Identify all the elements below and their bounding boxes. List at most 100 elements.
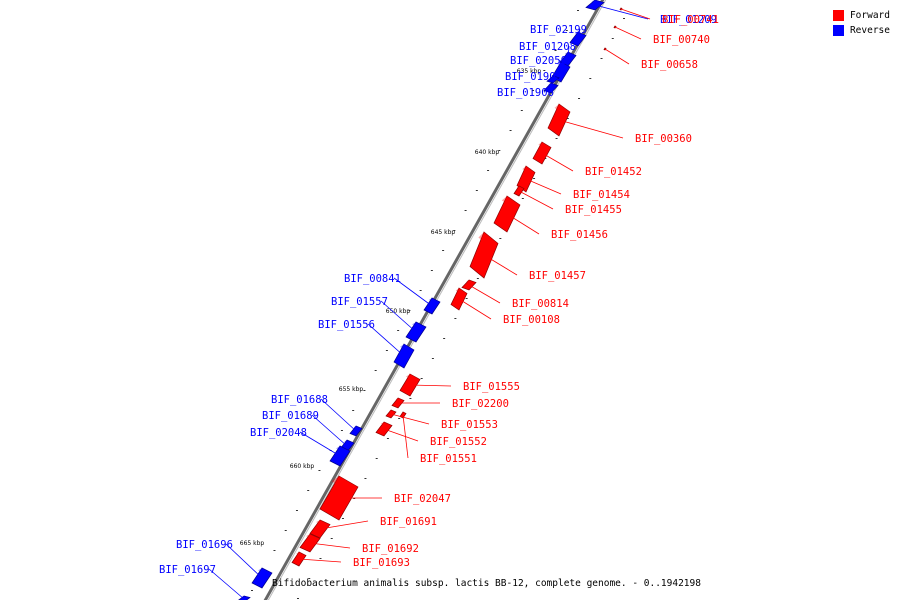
genome-title: Bifidobacterium animalis subsp. lactis B… (272, 578, 701, 589)
gene-label-bif-01452[interactable]: BIF_01452 (585, 166, 642, 178)
gene-connector (320, 398, 357, 432)
gene-connector (402, 414, 409, 459)
minor-tick (318, 470, 321, 471)
gene-connector (506, 213, 540, 235)
minor-tick (509, 130, 512, 131)
gene-label-bif-01693[interactable]: BIF_01693 (353, 557, 410, 569)
gene-label-bif-01454[interactable]: BIF_01454 (573, 189, 630, 201)
gene-label-bif-02050[interactable]: BIF_02050 (510, 55, 567, 67)
gene-label-bif-01688[interactable]: BIF_01688 (271, 394, 328, 406)
gene-connector (559, 59, 562, 73)
gene-connector (594, 4, 649, 20)
minor-tick (577, 10, 580, 11)
minor-tick (498, 150, 501, 151)
gene-connector (614, 26, 642, 40)
minor-tick (419, 290, 422, 291)
gene-highlight (522, 166, 535, 176)
gene-label-bif-01689[interactable]: BIF_01689 (262, 410, 319, 422)
minor-tick (284, 530, 287, 531)
gene-label-bif-01457[interactable]: BIF_01457 (529, 270, 586, 282)
minor-tick (308, 578, 311, 579)
gene-label-bif-00841[interactable]: BIF_00841 (344, 273, 401, 285)
gene-label-bif-00814[interactable]: BIF_00814 (512, 298, 569, 310)
minor-tick (465, 298, 468, 299)
gene-label-bif-01692[interactable]: BIF_01692 (362, 543, 419, 555)
minor-tick (554, 50, 557, 51)
gene-label-bif-01906[interactable]: BIF_01906 (497, 87, 554, 99)
gene-highlight (548, 83, 558, 87)
minor-tick (487, 170, 490, 171)
gene-highlight (604, 48, 606, 49)
gene-label-bif-02047[interactable]: BIF_02047 (394, 493, 451, 505)
gene-label-bif-00360[interactable]: BIF_00360 (635, 133, 692, 145)
backbone-shadow (267, 0, 607, 600)
gene-labels: BIF_01209 BIF_02199 BIF_01208 BIF_02050 BIF_… (159, 4, 719, 600)
gene-label-bif-01555[interactable]: BIF_01555 (463, 381, 520, 393)
gene-connector (225, 543, 263, 579)
gene-connector (518, 190, 554, 210)
minor-tick (566, 118, 569, 119)
minor-tick (420, 378, 423, 379)
gene-label-bif-01557[interactable]: BIF_01557 (331, 296, 388, 308)
gene-label-bif-01208[interactable]: BIF_01208 (519, 41, 576, 53)
gene-connector (546, 87, 552, 93)
gene-label-bif-00741[interactable]: BIF_00741 (662, 14, 719, 26)
minor-tick (397, 330, 400, 331)
minor-tick (520, 110, 523, 111)
gene-label-bif-00108[interactable]: BIF_00108 (503, 314, 560, 326)
minor-tick (385, 350, 388, 351)
gene-label-bif-01456[interactable]: BIF_01456 (551, 229, 608, 241)
tick-label: 635 kbp (517, 68, 542, 75)
minor-tick (295, 510, 298, 511)
minor-tick (578, 98, 581, 99)
gene-connector (483, 254, 518, 276)
minor-tick (443, 338, 446, 339)
minor-tick (600, 58, 603, 59)
minor-tick (543, 70, 546, 71)
minor-tick (353, 498, 356, 499)
gene-highlight (591, 0, 604, 4)
gene-label-bif-02199[interactable]: BIF_02199 (530, 24, 587, 36)
minor-tick (521, 198, 524, 199)
legend-item-reverse: Reverse (832, 23, 890, 38)
gene-highlight (620, 8, 622, 9)
gene-connector (525, 178, 562, 195)
gene-label-bif-01553[interactable]: BIF_01553 (441, 419, 498, 431)
gene-label-bif-01696[interactable]: BIF_01696 (176, 539, 233, 551)
reverse-swatch (832, 25, 844, 36)
gene-feature-bif-01697[interactable] (238, 595, 251, 600)
gene-label-bif-01556[interactable]: BIF_01556 (318, 319, 375, 331)
gene-label-bif-01697[interactable]: BIF_01697 (159, 564, 216, 576)
gene-connector (367, 323, 405, 357)
minor-tick (340, 430, 343, 431)
minor-tick (319, 558, 322, 559)
gene-label-bif-01905[interactable]: BIF_01905 (505, 71, 562, 83)
gene-highlight (614, 26, 616, 27)
minor-tick (250, 590, 253, 591)
minor-tick (375, 458, 378, 459)
minor-tick (273, 550, 276, 551)
minor-tick (363, 390, 366, 391)
gene-label-bif-00740[interactable]: BIF_00740 (653, 34, 710, 46)
gene-connector (298, 558, 342, 563)
gene-highlight (466, 280, 476, 284)
gene-label-bif-01691[interactable]: BIF_01691 (380, 516, 437, 528)
minor-tick (454, 318, 457, 319)
minor-tick (341, 518, 344, 519)
gene-highlight (455, 288, 467, 296)
gene-highlight (306, 534, 320, 541)
gene-highlight (428, 298, 440, 304)
gene-label-bif-01552[interactable]: BIF_01552 (430, 436, 487, 448)
tick-label: 665 kbp (240, 540, 265, 547)
gene-label-bif-01551[interactable]: BIF_01551 (420, 453, 477, 465)
minor-tick (307, 490, 310, 491)
tick-label: 645 kbp (431, 229, 456, 236)
gene-connector (468, 284, 501, 304)
gene-highlight (564, 52, 576, 57)
gene-connector (208, 568, 245, 600)
gene-label-bif-01209[interactable]: BIF_01209 (660, 14, 717, 26)
gene-label-bif-00658[interactable]: BIF_00658 (641, 59, 698, 71)
gene-label-bif-02048[interactable]: BIF_02048 (250, 427, 307, 439)
gene-label-bif-02200[interactable]: BIF_02200 (452, 398, 509, 410)
gene-label-bif-01455[interactable]: BIF_01455 (565, 204, 622, 216)
